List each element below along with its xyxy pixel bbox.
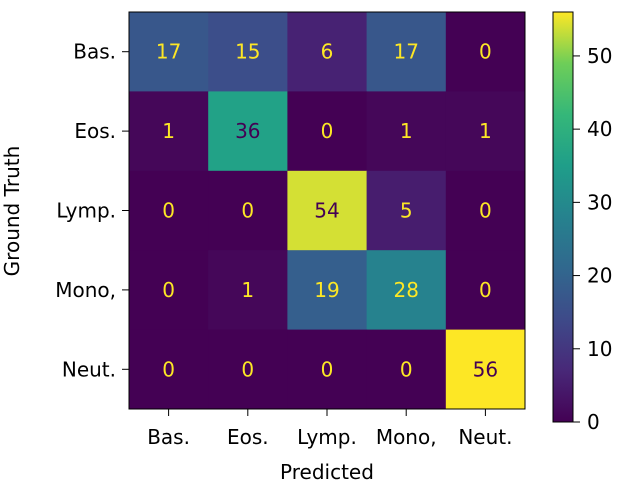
cell-value-label: 0 bbox=[321, 119, 334, 143]
colorbar-frame bbox=[552, 11, 574, 423]
heatmap-cell bbox=[208, 250, 288, 331]
heatmap-cell bbox=[208, 91, 288, 172]
y-tick-label: Lymp. bbox=[56, 199, 116, 223]
cell-value-label: 0 bbox=[321, 357, 334, 381]
cell-value-label: 0 bbox=[479, 199, 492, 223]
cell-value-label: 0 bbox=[241, 199, 254, 223]
heatmap-cell bbox=[445, 329, 526, 410]
x-axis-ticks: Bas. Eos. Lymp. Mono, Neut. bbox=[147, 409, 512, 449]
cell-value-label: 6 bbox=[321, 40, 334, 64]
colorbar-ticks: 0 10 20 30 40 50 bbox=[573, 44, 612, 434]
y-tick-label: Neut. bbox=[62, 357, 116, 381]
heatmap-cell bbox=[445, 170, 526, 251]
heatmap-cell bbox=[366, 91, 447, 172]
cell-value-label: 54 bbox=[314, 199, 339, 223]
cell-value-label: 15 bbox=[235, 40, 260, 64]
cell-value-label: 0 bbox=[400, 357, 413, 381]
colorbar bbox=[553, 12, 573, 422]
colorbar-tick-label: 10 bbox=[587, 337, 612, 361]
x-tick-label: Lymp. bbox=[297, 425, 357, 449]
y-tick-label: Bas. bbox=[73, 40, 116, 64]
heatmap-cell bbox=[366, 250, 447, 331]
heatmap-cell bbox=[129, 170, 209, 251]
cell-value-label: 1 bbox=[241, 278, 254, 302]
heatmap-cell bbox=[208, 329, 288, 410]
heatmap-cell bbox=[129, 329, 209, 410]
cell-value-label: 0 bbox=[241, 357, 254, 381]
cell-value-label: 1 bbox=[479, 119, 492, 143]
heatmap-cell bbox=[366, 12, 447, 92]
cell-value-label: 19 bbox=[314, 278, 339, 302]
colorbar-tick-label: 20 bbox=[587, 264, 612, 288]
cell-value-label: 56 bbox=[473, 357, 498, 381]
heatmap-cell bbox=[287, 12, 368, 92]
heatmap-cell bbox=[366, 170, 447, 251]
colorbar-tick-label: 40 bbox=[587, 117, 612, 141]
heatmap-cell bbox=[445, 250, 526, 331]
x-tick-label: Mono, bbox=[376, 425, 437, 449]
heatmap-cell bbox=[287, 329, 368, 410]
heatmap-cell bbox=[129, 250, 209, 331]
y-tick-label: Mono, bbox=[55, 278, 116, 302]
heatmap-cell bbox=[129, 12, 209, 92]
y-axis-label: Ground Truth bbox=[0, 146, 24, 277]
heatmap-cell bbox=[445, 12, 526, 92]
y-axis-ticks: Bas. Eos. Lymp. Mono, Neut. bbox=[55, 40, 129, 381]
y-tick-label: Eos. bbox=[74, 119, 116, 143]
x-tick-label: Eos. bbox=[227, 425, 269, 449]
cell-value-label: 0 bbox=[479, 278, 492, 302]
cell-value-label: 1 bbox=[162, 119, 175, 143]
heatmap-cell-labels: 17 15 6 17 0 1 36 0 1 1 0 0 54 5 0 0 1 19 28 0 0 0 0 0 56 bbox=[156, 40, 498, 382]
cell-value-label: 0 bbox=[162, 357, 175, 381]
colorbar-tick-label: 0 bbox=[587, 410, 600, 434]
x-tick-label: Bas. bbox=[147, 425, 190, 449]
cell-value-label: 0 bbox=[162, 278, 175, 302]
x-axis-label: Predicted bbox=[280, 460, 374, 484]
heatmap-cells bbox=[129, 12, 526, 410]
heatmap-cell bbox=[366, 329, 447, 410]
cell-value-label: 0 bbox=[479, 40, 492, 64]
cell-value-label: 17 bbox=[156, 40, 181, 64]
heatmap-cell bbox=[287, 170, 368, 251]
cell-value-label: 28 bbox=[393, 278, 418, 302]
heatmap-cell bbox=[208, 170, 288, 251]
cell-value-label: 1 bbox=[400, 119, 413, 143]
cell-value-label: 0 bbox=[162, 199, 175, 223]
cell-value-label: 5 bbox=[400, 199, 413, 223]
heatmap-cell bbox=[445, 91, 526, 172]
heatmap-cell bbox=[287, 91, 368, 172]
cell-value-label: 17 bbox=[393, 40, 418, 64]
colorbar-tick-label: 50 bbox=[587, 44, 612, 68]
heatmap-cell bbox=[287, 250, 368, 331]
cell-value-label: 36 bbox=[235, 119, 260, 143]
colorbar-tick-label: 30 bbox=[587, 190, 612, 214]
heatmap-cell bbox=[208, 12, 288, 92]
x-tick-label: Neut. bbox=[458, 425, 512, 449]
heatmap-cell bbox=[129, 91, 209, 172]
